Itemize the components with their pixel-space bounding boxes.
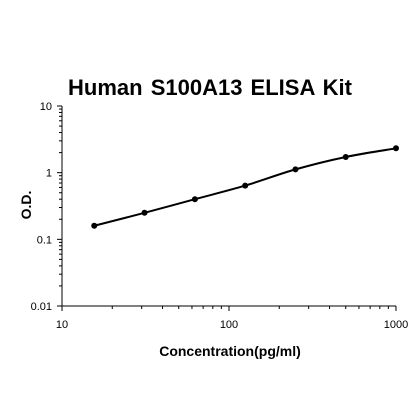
data-point [242,182,249,189]
x-tick-label: 10 [56,319,68,331]
data-point [393,145,399,152]
x-tick-label: 100 [220,319,238,331]
y-tick-label: 0.01 [31,301,52,313]
data-point [292,166,299,173]
y-tick-label: 10 [40,101,52,113]
x-tick-label: 1000 [384,319,408,331]
data-point [141,209,148,216]
y-tick-label: 1 [46,168,52,180]
x-axis-label: Concentration(pg/ml) [159,343,301,359]
axes [61,106,396,307]
data-point [91,222,98,229]
data-point [342,153,349,160]
y-tick-label: 0.1 [37,234,52,246]
chart-title: Human S100A13 ELISA Kit [68,75,352,100]
tick-layer: 0.01 0.1 1 10 10 100 1000 [31,101,409,331]
data-point [191,196,198,203]
marker-layer [91,145,399,229]
